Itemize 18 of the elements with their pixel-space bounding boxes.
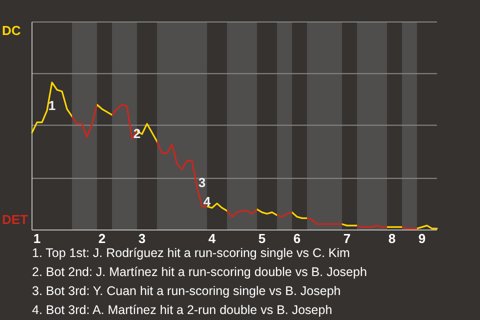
text: DET [2,212,28,227]
text: 2. Bot 2nd: J. Martínez hit a run-scoring double vs B. Joseph [32,265,367,279]
text: 1. Top 1st: J. Rodríguez hit a run-scoring single vs C. Kim [32,246,350,260]
x-tick-label: 1 [33,231,41,246]
text: DC [2,23,22,38]
x-tick-label: 4 [208,231,216,246]
x-tick-label: 5 [258,231,266,246]
text: 4. Bot 3rd: A. Martínez hit a 2-run double vs B. Joseph [32,303,332,317]
x-tick-label: 8 [388,231,396,246]
x-tick-label: 3 [138,231,146,246]
x-tick-label: 7 [343,231,351,246]
annotation: 4 [203,194,212,209]
x-tick-label: 6 [293,231,301,246]
x-tick-label: 2 [98,231,106,246]
text: 3. Bot 3rd: Y. Cuan hit a run-scoring single vs B. Joseph [32,284,341,298]
x-tick-label: 9 [418,231,426,246]
annotation: 3 [198,174,206,190]
annotation: 1 [48,98,56,114]
